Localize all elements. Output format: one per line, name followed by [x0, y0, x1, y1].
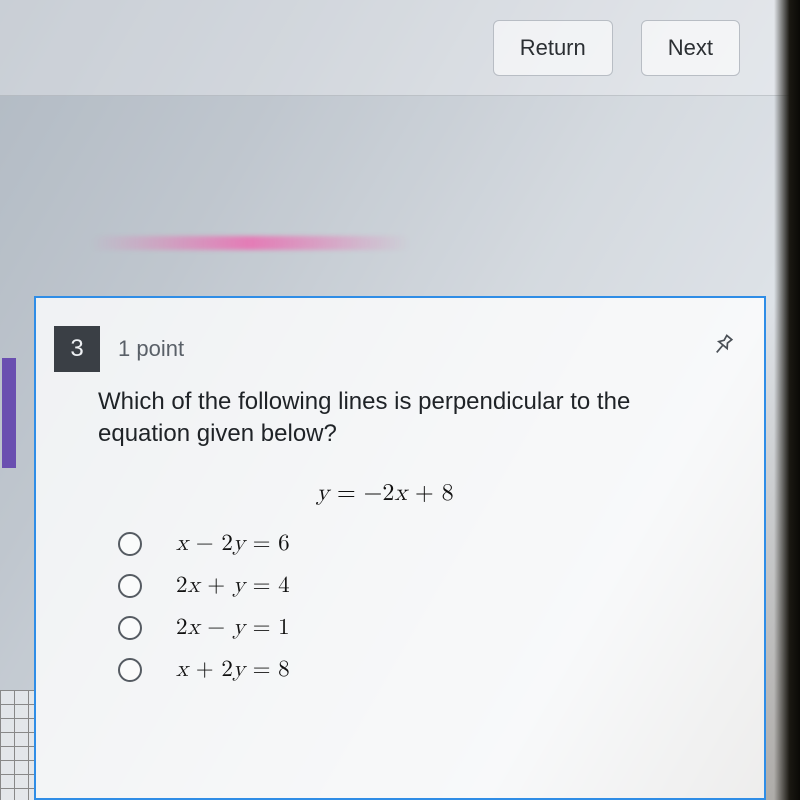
- answer-options-list: x − 2y = 6 2x + y = 4 2x − y = 1 x + 2y …: [118, 530, 734, 684]
- answer-option[interactable]: 2x + y = 4: [118, 572, 734, 600]
- pin-icon[interactable]: [710, 332, 736, 363]
- radio-icon[interactable]: [118, 658, 142, 682]
- header-spacer: [0, 96, 800, 296]
- answer-option-label: x + 2y = 8: [176, 656, 290, 684]
- left-grid-fragment: [0, 690, 34, 800]
- right-bezel-shadow: [774, 0, 800, 800]
- radio-icon[interactable]: [118, 574, 142, 598]
- answer-option-label: 2x + y = 4: [176, 572, 290, 600]
- answer-option-label: x − 2y = 6: [176, 530, 290, 558]
- top-toolbar: Return Next: [0, 0, 800, 96]
- left-purple-strip: [2, 358, 16, 468]
- question-card: 3 1 point Which of the following lines i…: [34, 296, 766, 800]
- question-card-wrap: 3 1 point Which of the following lines i…: [34, 296, 766, 800]
- answer-option[interactable]: 2x − y = 1: [118, 614, 734, 642]
- return-button[interactable]: Return: [493, 20, 613, 76]
- question-header: 3 1 point: [36, 326, 734, 372]
- question-prompt: Which of the following lines is perpendi…: [98, 386, 714, 451]
- radio-icon[interactable]: [118, 532, 142, 556]
- quiz-screen: Return Next 3 1 point Which of the follo…: [0, 0, 800, 800]
- answer-option[interactable]: x + 2y = 8: [118, 656, 734, 684]
- next-button[interactable]: Next: [641, 20, 740, 76]
- question-given-equation: y = −2x + 8: [36, 479, 734, 508]
- question-points-label: 1 point: [118, 336, 184, 362]
- screen-reflection: [90, 236, 410, 250]
- answer-option[interactable]: x − 2y = 6: [118, 530, 734, 558]
- answer-option-label: 2x − y = 1: [176, 614, 290, 642]
- left-edge-decor: [0, 296, 34, 800]
- radio-icon[interactable]: [118, 616, 142, 640]
- question-number-badge: 3: [54, 326, 100, 372]
